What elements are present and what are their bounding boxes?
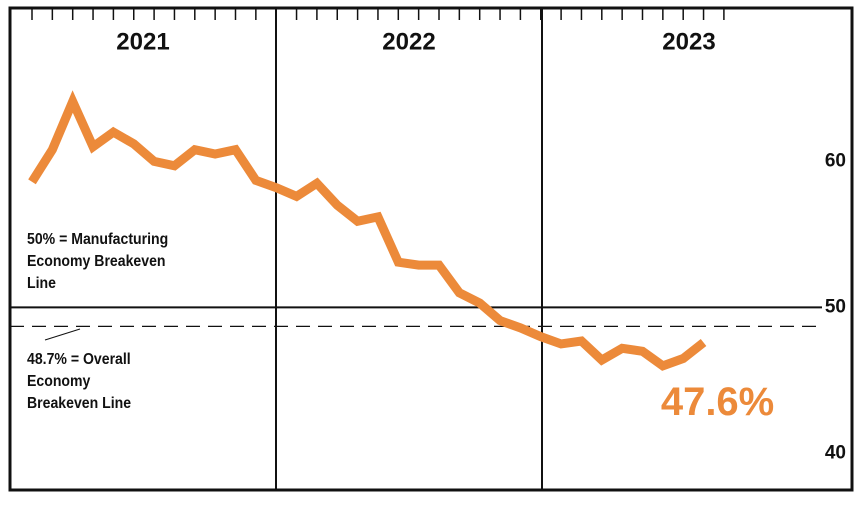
year-label: 2023	[662, 28, 715, 55]
leader	[44, 328, 81, 341]
y-tick-label: 40	[825, 443, 846, 464]
y-tick-label: 50	[825, 296, 846, 317]
reference-label: 48.7% = Overall Economy Breakeven Line	[27, 351, 132, 412]
y-tick-label: 60	[825, 150, 846, 171]
year-label: 2022	[382, 28, 435, 55]
series-line	[28, 90, 707, 371]
plot-frame	[8, 6, 854, 492]
callout: 47.6%	[661, 380, 774, 424]
reference-label: 50% = Manufacturing Economy Breakeven Li…	[27, 231, 169, 292]
year-label: 2021	[116, 28, 169, 55]
